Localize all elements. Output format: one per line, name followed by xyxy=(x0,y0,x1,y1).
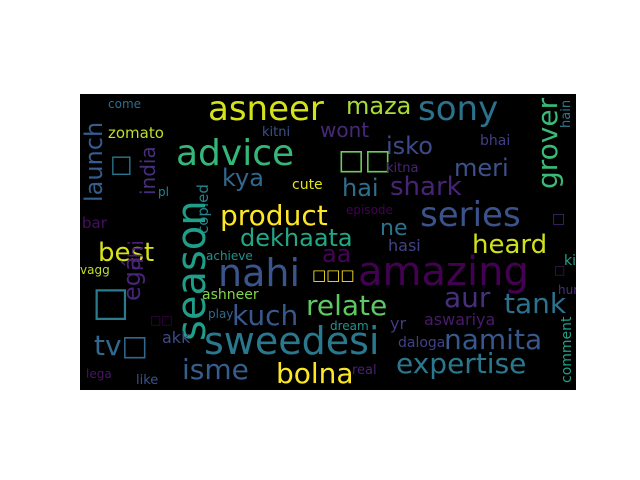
word-cloud-word: pl xyxy=(158,185,169,199)
word-cloud-word: comment xyxy=(559,316,575,383)
word-cloud-word: play xyxy=(208,307,234,321)
word-cloud-word: □ xyxy=(92,279,130,325)
word-cloud-word: aa xyxy=(322,240,352,268)
word-cloud-word: expertise xyxy=(396,347,527,380)
word-cloud-word: akk xyxy=(162,328,191,347)
word-cloud-word: achieve xyxy=(206,249,253,263)
word-cloud-word: bhai xyxy=(480,133,511,149)
word-cloud-word: asneer xyxy=(208,94,324,129)
word-cloud-word: come xyxy=(108,97,142,111)
word-cloud-word: kuch xyxy=(232,299,299,332)
word-cloud-word: heard xyxy=(472,230,548,260)
word-cloud-word: real xyxy=(352,363,377,378)
word-cloud-word: □□ xyxy=(338,143,391,176)
word-cloud-word: cute xyxy=(292,177,323,193)
word-cloud-word: amazing xyxy=(358,249,529,295)
word-cloud-word: episode xyxy=(346,203,393,217)
word-cloud-word: dream xyxy=(330,319,369,333)
word-cloud-word: hum xyxy=(558,283,576,297)
word-cloud-word: grover xyxy=(531,97,564,189)
word-cloud: asneer maza sony grover launch come zomato wont… xyxy=(80,94,576,390)
word-cloud-word: nahi xyxy=(218,251,301,295)
word-cloud-word: yr xyxy=(390,314,407,333)
word-cloud-word: meri xyxy=(454,154,509,182)
word-cloud-word: tv□ xyxy=(94,329,149,362)
word-cloud-word: ne xyxy=(380,216,408,241)
word-cloud-word: hai xyxy=(342,174,379,202)
word-cloud-word: shark xyxy=(390,172,462,202)
word-cloud-word: advice xyxy=(176,133,295,174)
word-cloud-word: bolna xyxy=(276,357,354,390)
word-cloud-word: sony xyxy=(418,94,499,129)
word-cloud-word: ashneer xyxy=(202,287,259,303)
word-cloud-word: vagg xyxy=(80,263,110,277)
word-cloud-word: wont xyxy=(320,118,370,142)
word-cloud-word: dekhaata xyxy=(240,224,353,252)
word-cloud-word: launch xyxy=(80,121,108,202)
word-cloud-word: isme xyxy=(182,353,249,386)
word-cloud-word: tank xyxy=(504,287,567,320)
word-cloud-word: india xyxy=(136,146,160,195)
word-cloud-word: bar xyxy=(82,214,107,232)
word-cloud-word: like xyxy=(136,373,159,388)
word-cloud-word: hain xyxy=(559,99,574,128)
word-cloud-word: lega xyxy=(86,367,112,381)
word-cloud-word: □□ xyxy=(150,313,173,327)
word-cloud-word: best xyxy=(98,238,155,268)
word-cloud-word: kitni xyxy=(262,125,291,140)
word-cloud-word: □ xyxy=(110,150,133,178)
word-cloud-word: kitna xyxy=(386,161,419,176)
word-cloud-word: ki xyxy=(564,253,576,269)
word-cloud-word: maza xyxy=(346,94,412,120)
word-cloud-word: aur xyxy=(444,281,491,314)
word-cloud-word: aswariya xyxy=(424,310,496,329)
word-cloud-word: □ xyxy=(554,263,566,277)
word-cloud-word: zomato xyxy=(108,124,164,142)
word-cloud-word: series xyxy=(420,195,521,235)
word-cloud-word: relate xyxy=(306,289,388,322)
word-cloud-word: daloga xyxy=(398,335,446,351)
word-cloud-word: □□□ xyxy=(312,266,355,284)
word-cloud-word: namita xyxy=(444,323,543,356)
word-cloud-word: □ xyxy=(552,211,566,227)
word-cloud-word: product xyxy=(220,199,328,232)
word-cloud-word: kya xyxy=(222,164,264,192)
word-cloud-word: hasi xyxy=(388,236,421,255)
word-cloud-word: isko xyxy=(386,132,433,160)
word-cloud-word: sweedesi xyxy=(204,319,380,363)
